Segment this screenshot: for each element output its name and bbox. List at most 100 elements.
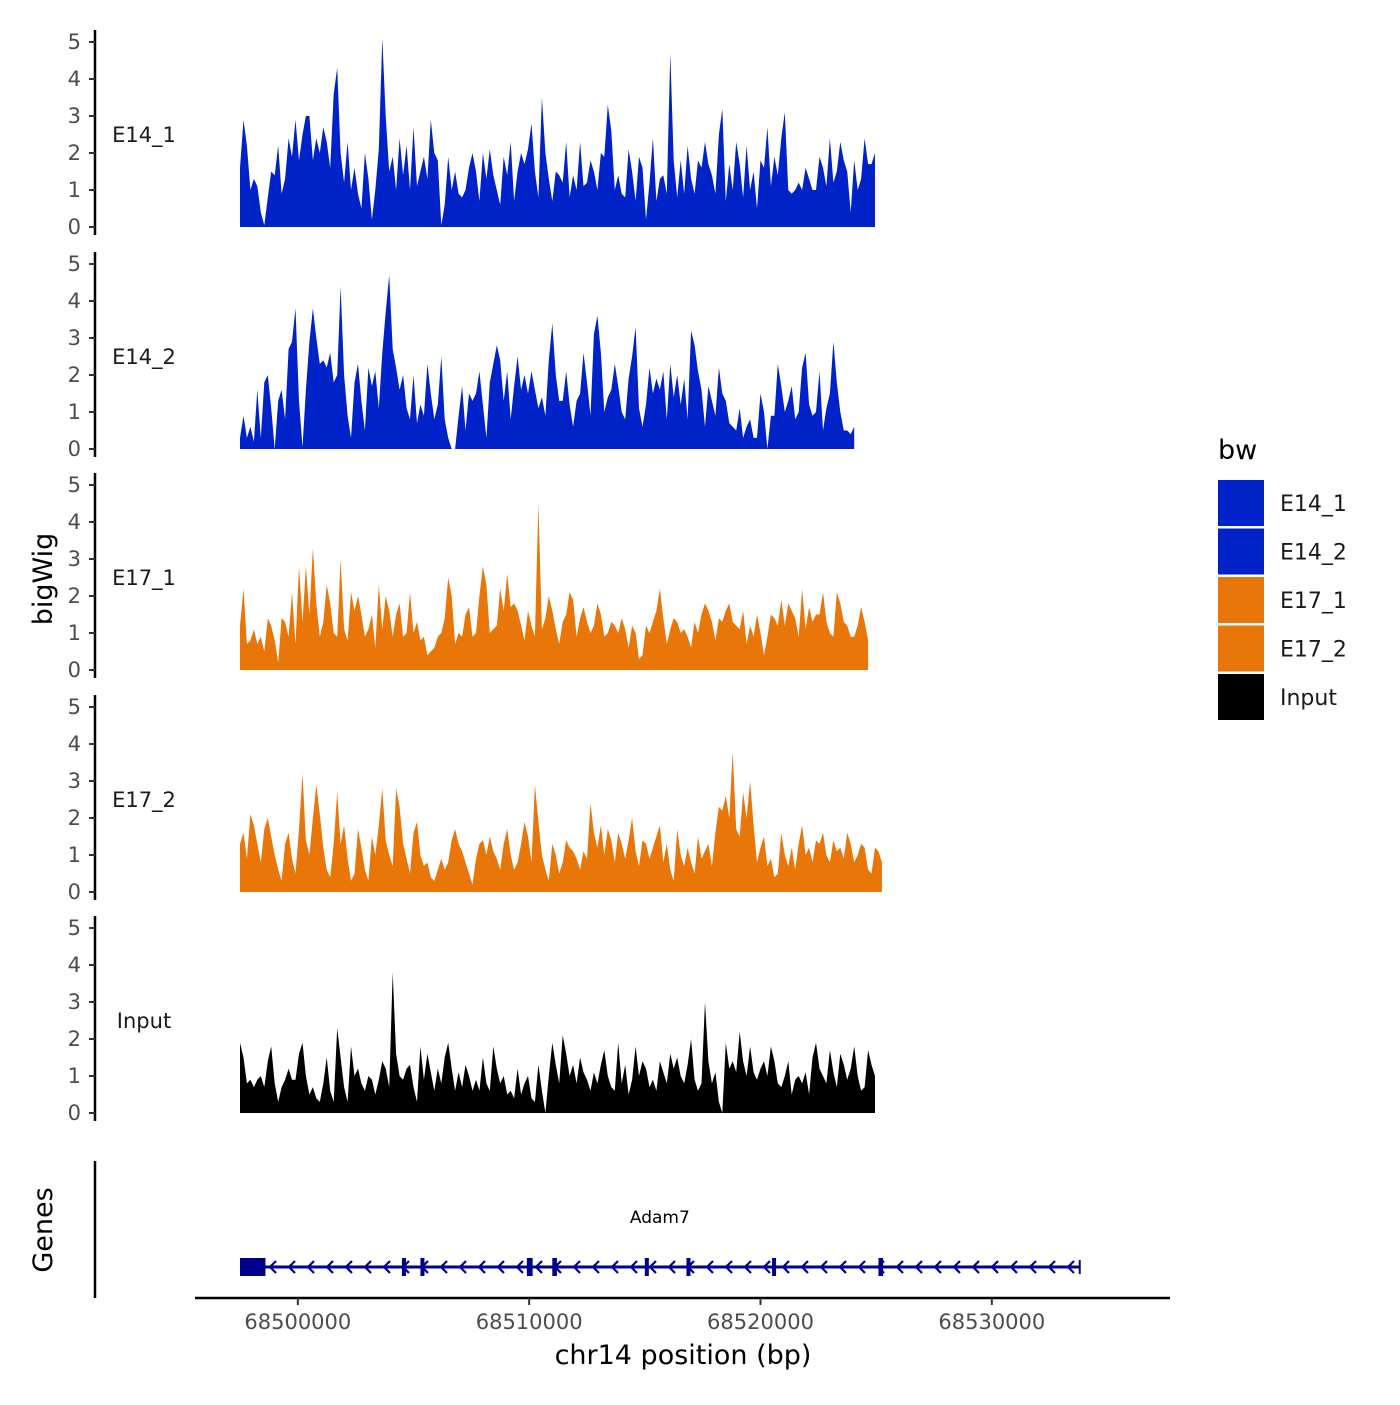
y-tick-label: 3	[68, 104, 81, 128]
track-panel-Input: 0 1 2 3 4 5 Input	[68, 916, 875, 1125]
y-tick-label: 4	[68, 732, 81, 756]
y-tick-label: 4	[68, 510, 81, 534]
legend-swatch-E14_1	[1218, 480, 1264, 526]
strand-arrow	[1028, 1260, 1037, 1274]
strand-arrow	[724, 1260, 733, 1274]
legend-label-E14_1: E14_1	[1280, 492, 1347, 517]
track-label-E17_2: E17_2	[112, 788, 176, 813]
strand-arrow	[895, 1260, 904, 1274]
y-tick-label: 4	[68, 289, 81, 313]
y-tick-label: 3	[68, 769, 81, 793]
y-tick-label: 1	[68, 178, 81, 202]
exon	[772, 1258, 777, 1276]
track-panel-E14_1: 0 1 2 3 4 5 E14_1	[68, 30, 875, 239]
strand-arrow	[306, 1260, 315, 1274]
track-label-Input: Input	[117, 1009, 171, 1033]
strand-arrow	[610, 1260, 619, 1274]
legend: bw E14_1 E14_2 E17_1 E17_2 Input	[1218, 435, 1347, 720]
strand-arrow	[1047, 1260, 1056, 1274]
genes-panel-title: Genes	[28, 1187, 59, 1272]
y-tick-label: 2	[68, 141, 81, 165]
legend-swatch-E14_2	[1218, 528, 1264, 575]
y-tick-label: 5	[68, 916, 81, 940]
strand-arrow	[762, 1260, 771, 1274]
strand-arrow	[572, 1260, 581, 1274]
x-axis-title: chr14 position (bp)	[555, 1340, 812, 1371]
strand-arrow	[382, 1260, 391, 1274]
exon	[878, 1258, 884, 1276]
y-tick-label: 0	[68, 1101, 81, 1125]
exon	[240, 1258, 266, 1276]
y-tick-label: 5	[68, 695, 81, 719]
area-E14_1	[240, 38, 875, 227]
y-tick-label: 0	[68, 658, 81, 682]
strand-arrow	[268, 1260, 277, 1274]
exon	[552, 1258, 557, 1276]
strand-arrow	[534, 1260, 543, 1274]
strand-arrow	[344, 1260, 353, 1274]
strand-arrow	[287, 1260, 296, 1274]
x-axis: 68500000 68510000 68520000 68530000	[195, 1296, 1170, 1334]
track-panel-E17_2: 0 1 2 3 4 5 E17_2	[68, 695, 882, 904]
y-tick-label: 3	[68, 326, 81, 350]
strand-arrow	[781, 1260, 790, 1274]
strand-arrow	[363, 1260, 372, 1274]
y-tick-label: 2	[68, 363, 81, 387]
strand-arrow	[496, 1260, 505, 1274]
legend-label-E14_2: E14_2	[1280, 541, 1347, 566]
genes-panel: Adam7	[93, 1161, 1081, 1298]
gene-Adam7: Adam7	[240, 1208, 1081, 1276]
y-tick-label: 3	[68, 990, 81, 1014]
y-tick-label: 0	[68, 880, 81, 904]
bigwig-tracks: 0 1 2 3 4 5 E14_1 0 1 2 3 4 5 E14_2 0 1 2 3 4 5 E17_1 0 1 2 3 4 5 E…	[68, 30, 882, 1125]
strand-arrow	[914, 1260, 923, 1274]
strand-arrow	[458, 1260, 467, 1274]
y-tick-label: 2	[68, 806, 81, 830]
exon	[420, 1258, 425, 1276]
exon	[686, 1258, 691, 1276]
strand-arrow	[743, 1260, 752, 1274]
strand-arrow	[705, 1260, 714, 1274]
y-tick-label: 1	[68, 621, 81, 645]
x-tick-label: 68520000	[707, 1310, 814, 1334]
legend-swatch-E17_2	[1218, 625, 1264, 672]
y-tick-label: 1	[68, 843, 81, 867]
y-tick-label: 1	[68, 400, 81, 424]
strand-arrow	[591, 1260, 600, 1274]
gene-label-Adam7: Adam7	[630, 1208, 690, 1228]
track-label-E14_2: E14_2	[112, 345, 176, 370]
strand-arrow	[325, 1260, 334, 1274]
y-tick-label: 4	[68, 953, 81, 977]
strand-arrow	[1009, 1260, 1018, 1274]
strand-arrow	[838, 1260, 847, 1274]
strand-arrow	[971, 1260, 980, 1274]
exon	[401, 1258, 406, 1276]
y-axis-title: bigWig	[28, 533, 59, 626]
y-tick-label: 4	[68, 67, 81, 91]
x-tick-label: 68500000	[244, 1310, 351, 1334]
track-label-E17_1: E17_1	[112, 566, 176, 591]
legend-swatch-Input	[1218, 674, 1264, 720]
y-tick-label: 1	[68, 1064, 81, 1088]
strand-arrow	[800, 1260, 809, 1274]
strand-arrow	[477, 1260, 486, 1274]
strand-arrow	[1066, 1260, 1075, 1274]
y-tick-label: 5	[68, 252, 81, 276]
exon	[644, 1258, 649, 1276]
strand-arrow	[629, 1260, 638, 1274]
track-panel-E17_1: 0 1 2 3 4 5 E17_1	[68, 473, 869, 682]
y-tick-label: 2	[68, 584, 81, 608]
legend-title: bw	[1218, 435, 1257, 466]
y-tick-label: 5	[68, 30, 81, 54]
y-tick-label: 3	[68, 547, 81, 571]
y-tick-label: 5	[68, 473, 81, 497]
strand-arrow	[990, 1260, 999, 1274]
strand-arrow	[667, 1260, 676, 1274]
area-E17_2	[240, 751, 882, 892]
y-tick-label: 0	[68, 437, 81, 461]
legend-label-E17_2: E17_2	[1280, 638, 1347, 663]
strand-arrow	[857, 1260, 866, 1274]
legend-label-Input: Input	[1280, 686, 1337, 711]
